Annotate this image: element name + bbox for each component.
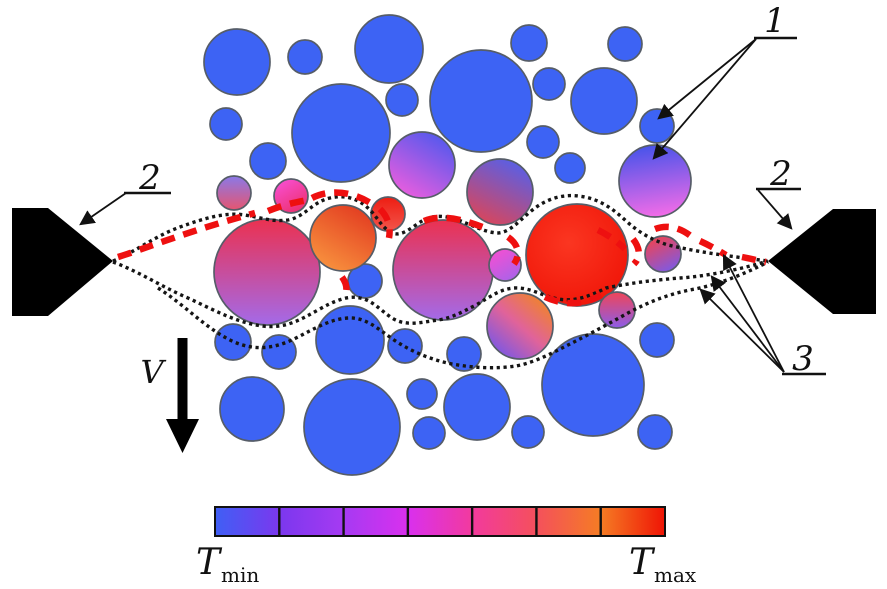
particle-cold — [287, 39, 323, 75]
particle-cold — [203, 28, 271, 96]
current-dash — [741, 253, 767, 266]
callout-1-arrow — [657, 38, 757, 120]
particle-cold — [209, 107, 243, 141]
particle-cold — [554, 152, 586, 184]
particle-pinkpurple — [644, 235, 682, 273]
particle-cold — [607, 26, 643, 62]
particle-cold — [315, 305, 385, 375]
particle-redpurplesm — [598, 291, 636, 329]
current-dash — [505, 234, 522, 266]
velocity-arrow-head — [166, 419, 199, 453]
particle-cold — [261, 334, 297, 370]
particle-purplered — [216, 175, 252, 211]
current-dash — [630, 237, 642, 267]
tmin-subscript: min — [221, 563, 259, 587]
particle-bluered — [466, 158, 534, 226]
callout-electrode-left: 2 — [79, 158, 171, 226]
colorbar-ticks — [278, 507, 602, 536]
particle-cold — [249, 142, 287, 180]
particle-cold — [291, 83, 391, 183]
particle-cold — [354, 14, 424, 84]
particle-cold — [219, 376, 285, 442]
callout-3-arrow — [710, 275, 785, 373]
current-path-marks — [117, 189, 767, 307]
particle-cold — [303, 378, 401, 476]
callout-2l-arrow — [79, 192, 127, 226]
callout-particles: 1 — [652, 1, 797, 160]
particle-cold — [443, 373, 511, 441]
particle-cold — [639, 322, 675, 358]
callout-3-arrow — [722, 253, 785, 373]
chain-outline-middle — [112, 259, 769, 329]
particles-layer — [203, 14, 692, 476]
conductive-chain-outlines — [112, 193, 769, 370]
current-dash — [543, 292, 603, 307]
current-dash — [339, 275, 350, 299]
particle-bluemagenta — [388, 131, 456, 199]
current-dash — [117, 209, 256, 261]
callout-electrode-right: 2 — [756, 154, 801, 230]
current-dash — [596, 227, 628, 252]
current-dash — [266, 196, 309, 215]
particle-cold — [639, 108, 675, 144]
electrode-left — [12, 208, 113, 316]
particle-cold — [637, 414, 673, 450]
callout-1-label: 1 — [764, 1, 786, 41]
particle-cold — [511, 415, 545, 449]
callout-2r-arrow — [757, 189, 793, 230]
velocity-label: V — [140, 353, 166, 391]
particle-cold — [541, 333, 645, 437]
velocity-arrow-shaft — [177, 338, 188, 422]
particle-cold — [406, 378, 438, 410]
callout-2l-label: 2 — [138, 158, 161, 198]
tmax-symbol: T — [629, 542, 656, 583]
callout-2r-label: 2 — [769, 154, 792, 194]
tmin-symbol: T — [196, 542, 223, 583]
tmax-subscript: max — [654, 563, 697, 587]
current-dash — [310, 189, 374, 207]
particle-cold — [446, 336, 482, 372]
particle-magpurple — [488, 248, 522, 282]
particle-cold — [214, 323, 252, 361]
particle-orange — [309, 204, 377, 272]
callout-3-label: 3 — [792, 339, 814, 379]
callout-chains: 3 — [699, 253, 826, 379]
particle-cold — [570, 67, 638, 135]
particle-cold — [429, 49, 533, 153]
particle-orangepurple — [486, 292, 554, 360]
particle-cold — [510, 24, 548, 62]
particle-cold — [526, 125, 560, 159]
chain-outline-top — [112, 193, 769, 263]
chain-outline-bottom — [157, 260, 769, 370]
current-dash — [653, 223, 695, 240]
current-dash — [377, 206, 393, 239]
callout-3-arrow — [699, 288, 785, 373]
velocity-arrow: V — [140, 338, 199, 453]
particle-cold — [532, 67, 566, 101]
current-dash — [422, 214, 492, 234]
callout-1-arrow — [652, 38, 757, 160]
electrode-right — [768, 209, 876, 314]
particle-cold — [385, 83, 419, 117]
colorbar-gradient-bar — [214, 506, 666, 537]
particle-cold — [412, 416, 446, 450]
particle-cold — [387, 328, 423, 364]
particle-redpurple — [213, 218, 321, 326]
temperature-colorbar: T min T max — [196, 506, 697, 587]
particle-bigred — [525, 203, 629, 307]
